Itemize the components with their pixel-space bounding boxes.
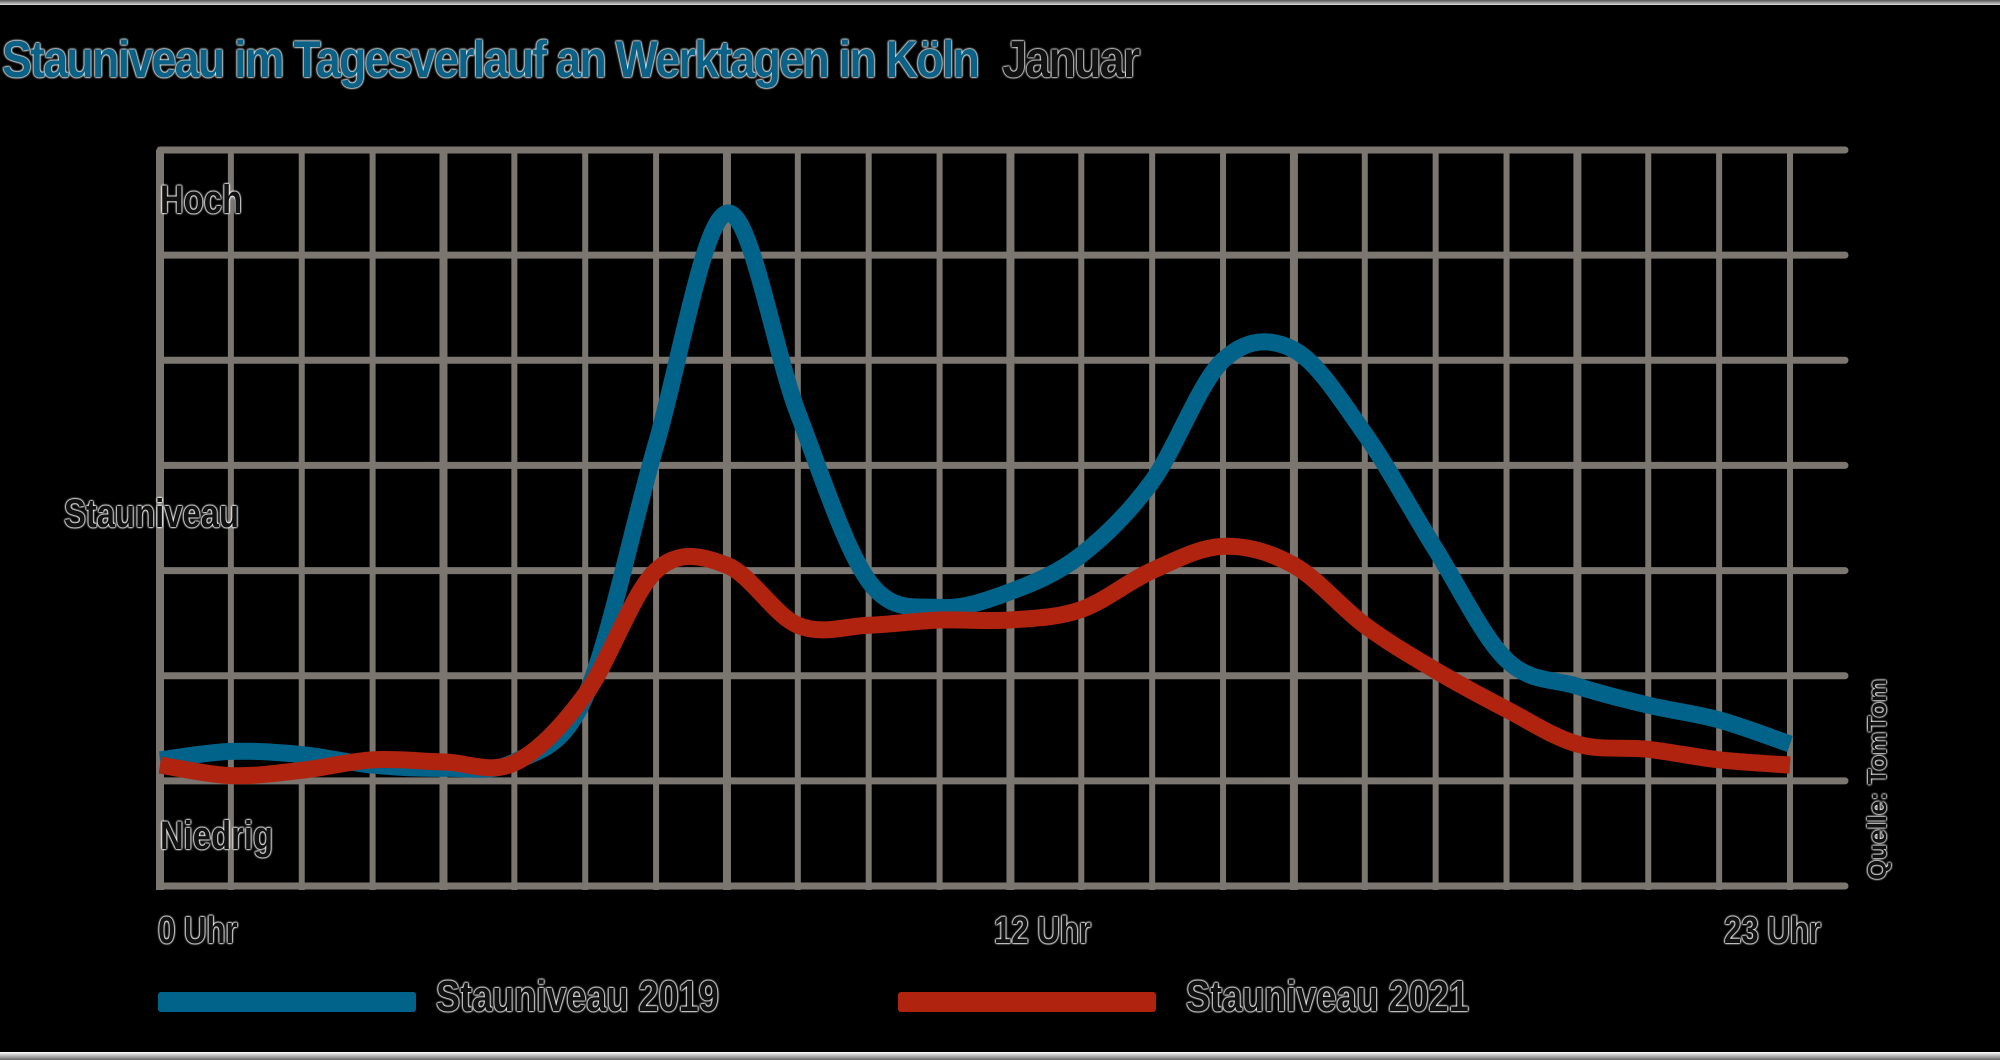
- x-label-start: 0 Uhr: [158, 910, 238, 952]
- legend-label-2021: Stauniveau 2021: [1186, 972, 1469, 1021]
- title-text: Stauniveau im Tagesverlauf an Werktagen …: [2, 31, 980, 89]
- legend-label-2019: Stauniveau 2019: [436, 972, 719, 1021]
- x-label-mid: 12 Uhr: [994, 910, 1091, 952]
- y-label-axis-title: Stauniveau: [64, 492, 239, 536]
- month-label: Januar: [1002, 31, 1140, 89]
- x-label-end: 23 Uhr: [1724, 910, 1821, 952]
- bottom-border: [0, 1052, 2000, 1060]
- y-label-low: Niedrig: [160, 814, 273, 858]
- series-line-2019: [158, 204, 1793, 778]
- top-border: [0, 0, 2000, 5]
- legend-swatch-2021: [898, 992, 1156, 1012]
- y-label-high: Hoch: [160, 178, 242, 222]
- source-credit: Quelle: TomTom: [1862, 678, 1892, 880]
- series-line-2021: [158, 537, 1791, 785]
- legend-swatch-2019: [158, 992, 416, 1012]
- chart-title: Stauniveau im Tagesverlauf an Werktagen …: [2, 30, 1140, 90]
